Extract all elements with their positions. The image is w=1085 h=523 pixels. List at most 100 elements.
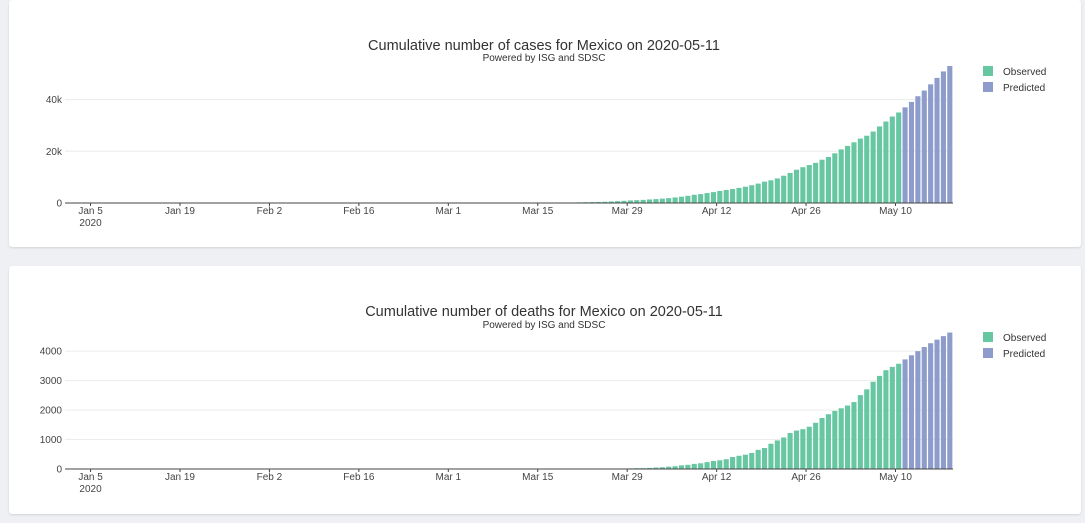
deaths-observed-bar[interactable] — [710, 460, 716, 469]
deaths-observed-bar[interactable] — [685, 464, 691, 469]
cases-observed-bar[interactable] — [730, 189, 736, 203]
cases-observed-bar[interactable] — [634, 200, 640, 203]
deaths-observed-bar[interactable] — [832, 410, 838, 469]
deaths-predicted-bar[interactable] — [921, 347, 927, 469]
cases-predicted-bar[interactable] — [947, 66, 953, 203]
legend-item-observed[interactable]: Observed — [983, 332, 1046, 344]
cases-observed-bar[interactable] — [896, 112, 902, 203]
cases-observed-bar[interactable] — [806, 165, 812, 203]
deaths-observed-bar[interactable] — [774, 440, 780, 469]
deaths-observed-bar[interactable] — [889, 366, 895, 469]
cases-observed-bar[interactable] — [864, 135, 870, 203]
cases-observed-bar[interactable] — [870, 131, 876, 203]
deaths-observed-bar[interactable] — [813, 422, 819, 469]
deaths-observed-bar[interactable] — [838, 408, 844, 469]
deaths-observed-bar[interactable] — [755, 449, 761, 469]
cases-observed-bar[interactable] — [857, 138, 863, 203]
cases-observed-bar[interactable] — [666, 198, 672, 203]
deaths-observed-bar[interactable] — [806, 426, 812, 469]
cases-observed-bar[interactable] — [736, 187, 742, 203]
deaths-observed-bar[interactable] — [793, 430, 800, 469]
cases-predicted-bar[interactable] — [921, 90, 927, 203]
cases-observed-bar[interactable] — [723, 190, 729, 203]
cases-observed-bar[interactable] — [768, 180, 774, 203]
cases-observed-bar[interactable] — [800, 167, 806, 203]
cases-observed-bar[interactable] — [698, 194, 704, 203]
deaths-observed-bar[interactable] — [723, 459, 729, 469]
deaths-observed-bar[interactable] — [704, 462, 710, 469]
deaths-observed-bar[interactable] — [761, 448, 768, 469]
legend-item-predicted[interactable]: Predicted — [983, 348, 1045, 360]
cases-observed-bar[interactable] — [710, 192, 716, 203]
deaths-predicted-bar[interactable] — [947, 332, 953, 469]
cases-observed-bar[interactable] — [672, 197, 678, 203]
deaths-observed-bar[interactable] — [800, 429, 806, 469]
deaths-observed-bar[interactable] — [749, 452, 755, 469]
cases-observed-bar[interactable] — [793, 169, 800, 203]
deaths-observed-bar[interactable] — [864, 389, 870, 469]
cases-observed-bar[interactable] — [761, 181, 768, 203]
cases-observed-bar[interactable] — [691, 194, 697, 203]
deaths-observed-bar[interactable] — [896, 363, 902, 469]
deaths-observed-bar[interactable] — [742, 454, 748, 469]
cases-predicted-bar[interactable] — [908, 101, 915, 203]
cases-observed-bar[interactable] — [883, 121, 889, 203]
deaths-observed-bar[interactable] — [870, 381, 876, 469]
deaths-observed-bar[interactable] — [666, 466, 672, 469]
cases-observed-bar[interactable] — [595, 201, 601, 203]
cases-observed-bar[interactable] — [838, 149, 844, 203]
cases-observed-bar[interactable] — [781, 175, 787, 203]
legend-item-observed[interactable]: Observed — [983, 66, 1046, 78]
cases-observed-bar[interactable] — [653, 199, 659, 203]
deaths-observed-bar[interactable] — [851, 402, 857, 469]
cases-observed-bar[interactable] — [640, 199, 646, 203]
cases-observed-bar[interactable] — [825, 156, 831, 203]
cases-observed-bar[interactable] — [889, 116, 895, 203]
deaths-observed-bar[interactable] — [698, 463, 704, 469]
deaths-observed-bar[interactable] — [768, 443, 774, 469]
deaths-predicted-bar[interactable] — [940, 336, 946, 469]
deaths-observed-bar[interactable] — [876, 375, 883, 469]
deaths-observed-bar[interactable] — [787, 433, 793, 469]
cases-observed-bar[interactable] — [819, 159, 825, 203]
deaths-observed-bar[interactable] — [781, 437, 787, 470]
cases-observed-bar[interactable] — [608, 201, 614, 203]
legend-item-predicted[interactable]: Predicted — [983, 82, 1045, 94]
deaths-observed-bar[interactable] — [659, 467, 665, 469]
deaths-predicted-bar[interactable] — [934, 339, 940, 469]
deaths-predicted-bar[interactable] — [915, 351, 921, 469]
deaths-observed-bar[interactable] — [717, 460, 723, 469]
deaths-observed-bar[interactable] — [653, 467, 659, 469]
cases-observed-bar[interactable] — [774, 178, 780, 203]
cases-observed-bar[interactable] — [659, 198, 665, 203]
cases-observed-bar[interactable] — [813, 162, 819, 203]
deaths-observed-bar[interactable] — [646, 467, 653, 469]
deaths-observed-bar[interactable] — [825, 414, 831, 469]
deaths-observed-bar[interactable] — [819, 417, 825, 469]
cases-observed-bar[interactable] — [876, 126, 883, 203]
cases-observed-bar[interactable] — [749, 185, 755, 203]
deaths-observed-bar[interactable] — [730, 457, 736, 469]
deaths-observed-bar[interactable] — [736, 455, 742, 469]
cases-observed-bar[interactable] — [704, 193, 710, 203]
cases-predicted-bar[interactable] — [928, 84, 934, 203]
deaths-observed-bar[interactable] — [857, 395, 863, 469]
cases-observed-bar[interactable] — [602, 201, 608, 203]
cases-predicted-bar[interactable] — [902, 107, 908, 203]
cases-predicted-bar[interactable] — [934, 77, 940, 203]
cases-observed-bar[interactable] — [851, 142, 857, 203]
deaths-observed-bar[interactable] — [691, 463, 697, 469]
deaths-observed-bar[interactable] — [845, 405, 851, 469]
cases-predicted-bar[interactable] — [915, 96, 921, 203]
deaths-predicted-bar[interactable] — [902, 359, 908, 469]
cases-observed-bar[interactable] — [755, 183, 761, 203]
deaths-observed-bar[interactable] — [678, 465, 685, 469]
deaths-observed-bar[interactable] — [672, 466, 678, 469]
cases-observed-bar[interactable] — [742, 186, 748, 203]
deaths-predicted-bar[interactable] — [928, 343, 934, 469]
deaths-observed-bar[interactable] — [883, 370, 889, 469]
cases-observed-bar[interactable] — [615, 201, 621, 203]
cases-observed-bar[interactable] — [621, 200, 627, 203]
cases-observed-bar[interactable] — [787, 172, 793, 203]
cases-observed-bar[interactable] — [845, 145, 851, 203]
